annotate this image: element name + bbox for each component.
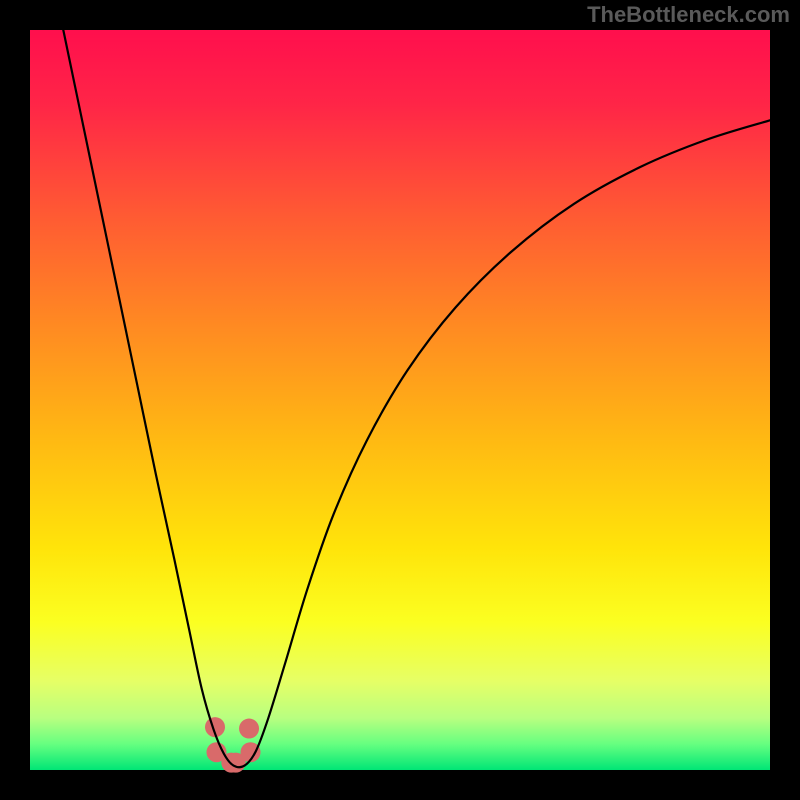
bottleneck-curve-chart xyxy=(0,0,800,800)
marker-dot xyxy=(239,719,259,739)
chart-stage: TheBottleneck.com xyxy=(0,0,800,800)
attribution-label: TheBottleneck.com xyxy=(587,2,790,28)
